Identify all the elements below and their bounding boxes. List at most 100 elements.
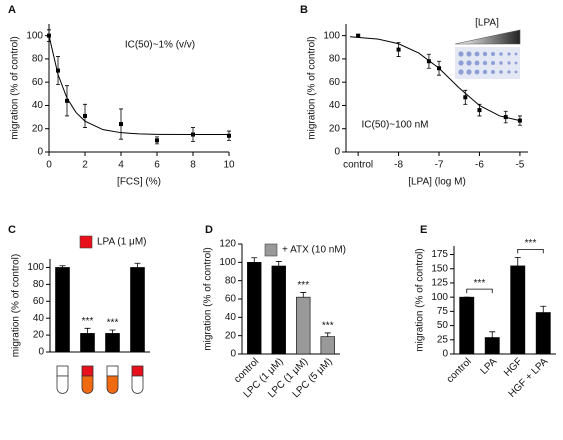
bar — [535, 312, 551, 355]
y-tick-label: 0 — [442, 349, 448, 360]
y-axis-label: migration (% of control) — [203, 247, 214, 350]
legend-label: LPA (1 μM) — [97, 237, 146, 248]
bar — [320, 336, 335, 355]
error-bar — [251, 257, 258, 263]
panel-label: C — [8, 224, 16, 236]
x-tick-label: HGF — [502, 356, 525, 379]
x-tick-label: 2 — [82, 160, 88, 171]
point — [463, 95, 468, 100]
y-tick-label: 40 — [329, 100, 341, 111]
point — [437, 66, 442, 71]
error-bar — [300, 292, 307, 298]
error-bar — [59, 265, 66, 268]
point — [119, 122, 123, 127]
y-tick-label: 20 — [225, 330, 237, 341]
bar — [247, 262, 262, 355]
error-bar — [275, 261, 282, 266]
y-tick-label: 80 — [225, 275, 237, 286]
x-tick-label: 8 — [190, 160, 196, 171]
fit-curve — [48, 35, 229, 136]
panel-label: D — [205, 224, 213, 236]
bar — [459, 296, 475, 355]
panel-label: E — [420, 224, 427, 236]
point — [356, 33, 361, 38]
x-tick-label: 0 — [46, 160, 52, 171]
significance-label: *** — [107, 318, 119, 329]
error-bar — [109, 329, 116, 334]
y-tick-label: 100 — [26, 30, 43, 41]
point — [65, 98, 69, 103]
y-tick-label: 100 — [323, 30, 340, 41]
annotation: IC(50)~100 nM — [362, 120, 429, 131]
x-tick-label: -5 — [515, 160, 524, 171]
error-bar — [134, 262, 141, 268]
error-bar — [489, 331, 496, 338]
y-tick-label: 25 — [437, 334, 449, 345]
legend-swatch — [79, 235, 93, 249]
y-tick-label: 20 — [32, 123, 44, 134]
x-tick-label: 6 — [154, 160, 160, 171]
x-axis-label: [FCS] (%) — [117, 177, 161, 188]
y-tick-label: 40 — [33, 313, 45, 324]
y-tick-label: 60 — [225, 294, 237, 305]
x-tick-label: 4 — [118, 160, 124, 171]
y-tick-label: 20 — [329, 123, 341, 134]
y-tick-label: 150 — [431, 263, 448, 274]
x-axis-label: [LPA] (log M) — [408, 177, 466, 188]
significance-label: *** — [322, 321, 334, 332]
x-tick-label: -8 — [394, 160, 403, 171]
y-tick-label: 175 — [431, 249, 448, 260]
bar — [80, 333, 95, 353]
y-tick-label: 75 — [437, 306, 449, 317]
significance-label: *** — [297, 280, 309, 291]
error-bar — [514, 256, 521, 266]
y-tick-label: 120 — [219, 239, 236, 250]
y-tick-label: 100 — [431, 292, 448, 303]
bar — [510, 265, 526, 355]
point — [517, 118, 522, 123]
significance-label: *** — [525, 238, 537, 249]
y-axis-label: migration (% of control) — [415, 248, 426, 351]
y-tick-label: 40 — [225, 312, 237, 323]
point — [155, 138, 159, 143]
y-tick-label: 80 — [32, 54, 44, 65]
point — [83, 113, 87, 118]
y-tick-label: 60 — [32, 77, 44, 88]
x-tick-label: control — [343, 160, 373, 171]
x-tick-label: control — [445, 356, 474, 385]
bar — [130, 267, 145, 353]
y-tick-label: 0 — [334, 147, 340, 158]
error-bar — [540, 305, 547, 313]
panel-label: B — [300, 4, 308, 16]
significance-label: *** — [474, 278, 486, 289]
x-tick-label: LPA — [479, 356, 500, 377]
y-tick-label: 80 — [33, 279, 45, 290]
y-tick-label: 60 — [329, 77, 341, 88]
y-tick-label: 100 — [219, 257, 236, 268]
y-tick-label: 20 — [33, 330, 45, 341]
y-tick-label: 60 — [33, 296, 45, 307]
point — [396, 47, 401, 52]
y-axis-label: migration (% of control) — [307, 36, 318, 139]
gradient-wedge — [454, 29, 521, 45]
point — [477, 108, 482, 113]
legend-label: + ATX (10 nM) — [282, 245, 346, 256]
y-tick-label: 0 — [37, 147, 43, 158]
inset-label: [LPA] — [475, 18, 499, 29]
legend-swatch — [264, 243, 278, 257]
y-axis-label: migration (% of control) — [11, 254, 22, 357]
point — [47, 33, 51, 38]
bar — [55, 267, 70, 353]
y-tick-label: 100 — [27, 262, 44, 273]
annotation: IC(50)~1% (v/v) — [125, 40, 195, 51]
point — [426, 59, 431, 64]
tube-icons — [56, 365, 144, 394]
y-tick-label: 0 — [230, 349, 236, 360]
x-tick-label: -6 — [475, 160, 484, 171]
bar — [296, 296, 311, 355]
x-tick-label: -7 — [435, 160, 444, 171]
significance-label: *** — [82, 316, 94, 327]
y-tick-label: 125 — [431, 278, 448, 289]
bar — [484, 337, 500, 355]
